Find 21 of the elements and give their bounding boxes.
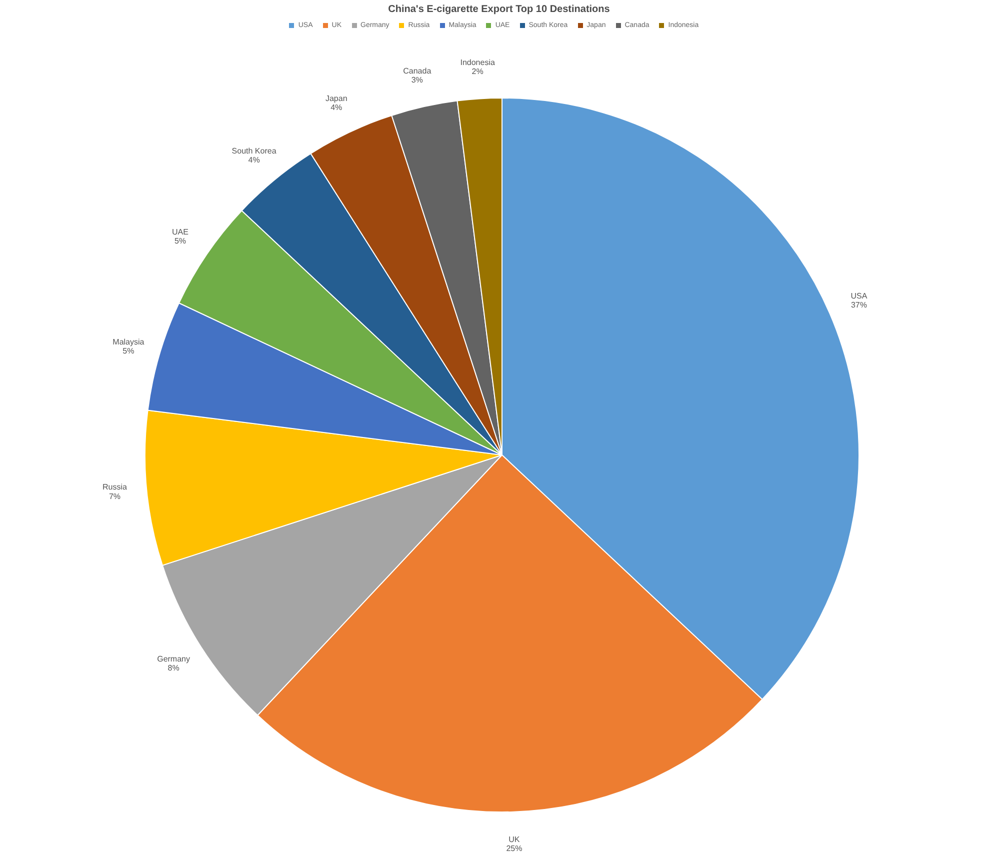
slice-label: UAE	[172, 227, 188, 236]
data-label: 5%	[174, 236, 186, 246]
slice-label: Japan	[325, 94, 348, 104]
slice-label: Canada	[403, 66, 432, 76]
slice-label: Russia	[102, 482, 128, 492]
slice-label: South Korea	[232, 146, 277, 156]
slice-label: USA	[850, 292, 868, 301]
slice-label: Germany	[157, 654, 190, 664]
data-label: 25%	[506, 844, 522, 852]
data-label: 4%	[330, 103, 342, 112]
data-label: 4%	[248, 155, 260, 164]
data-label: 37%	[851, 300, 868, 310]
slice-label: Malaysia	[112, 337, 145, 346]
chart-title: China's E-cigarette Export Top 10 Destinations	[387, 4, 611, 15]
data-label: 7%	[108, 492, 121, 501]
data-label: 5%	[122, 346, 134, 356]
slice-label: UK	[508, 834, 520, 844]
slice-label: Indonesia	[460, 58, 496, 67]
data-label: 8%	[168, 664, 180, 673]
data-label: 3%	[411, 76, 423, 85]
data-label: 2%	[472, 66, 484, 76]
